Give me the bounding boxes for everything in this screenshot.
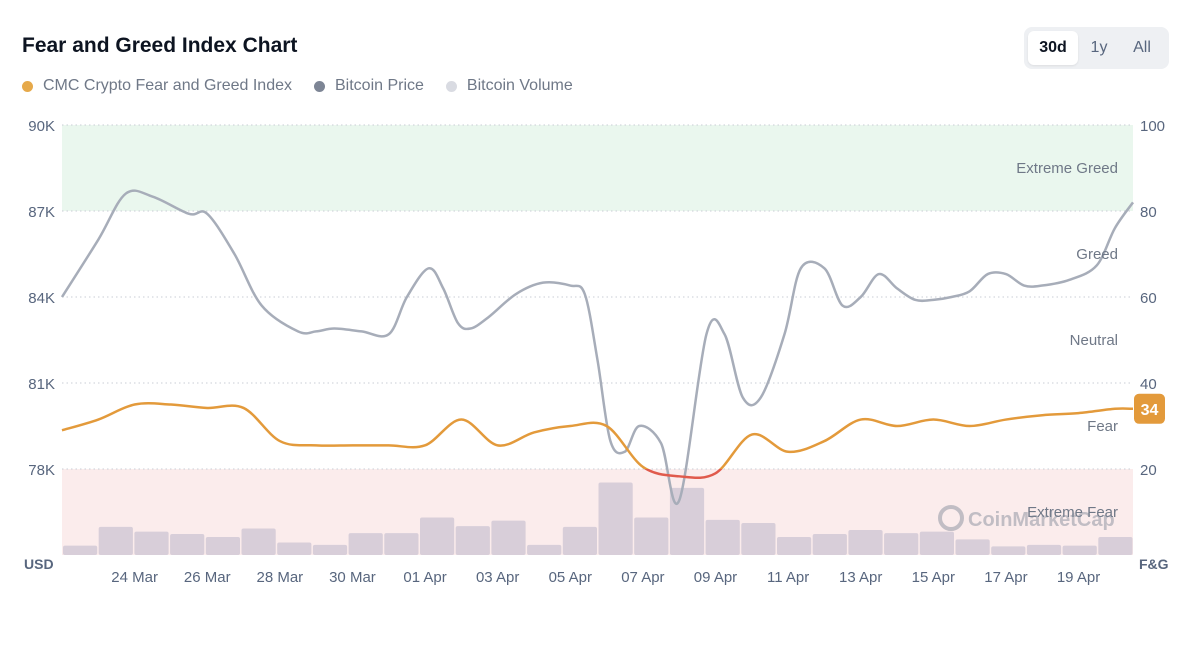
x-tick-label: 03 Apr xyxy=(476,569,519,586)
volume-bar xyxy=(63,545,98,555)
bitcoin-price-line xyxy=(60,189,1135,505)
x-tick-label: 24 Mar xyxy=(111,569,158,586)
zone-label: Extreme Greed xyxy=(1016,160,1118,177)
tab-30d[interactable]: 30d xyxy=(1028,31,1078,65)
volume-bar xyxy=(455,526,490,555)
current-value-text: 34 xyxy=(1141,402,1159,419)
zone-label: Fear xyxy=(1087,418,1118,435)
x-tick-label: 19 Apr xyxy=(1057,569,1100,586)
volume-bar xyxy=(277,542,312,555)
x-tick-label: 01 Apr xyxy=(403,569,446,586)
volume-bar xyxy=(955,539,990,555)
volume-bar xyxy=(598,482,633,555)
volume-bar xyxy=(241,528,276,555)
volume-bar xyxy=(170,533,205,555)
volume-bar xyxy=(848,530,883,555)
volume-bar xyxy=(312,544,348,555)
zone-label: Extreme Fear xyxy=(1027,504,1118,521)
volume-bar xyxy=(777,537,812,555)
fear-greed-line-extreme xyxy=(644,469,723,480)
volume-bar xyxy=(98,526,133,555)
volume-bar xyxy=(669,487,705,555)
volume-bar xyxy=(634,517,669,555)
volume-bar xyxy=(348,533,383,555)
volume-bar xyxy=(205,537,240,555)
volume-bar xyxy=(420,517,455,555)
volume-bar xyxy=(991,546,1026,555)
volume-bar xyxy=(1026,544,1062,555)
volume-bar xyxy=(705,519,740,555)
x-tick-label: 26 Mar xyxy=(184,569,231,586)
y-right-tick-label: 20 xyxy=(1140,462,1157,479)
x-tick-label: 13 Apr xyxy=(839,569,882,586)
volume-bar xyxy=(884,533,919,555)
x-tick-label: 09 Apr xyxy=(694,569,737,586)
volume-bar xyxy=(741,523,776,555)
tab-all[interactable]: All xyxy=(1133,39,1151,56)
y-left-tick-label: 90K xyxy=(28,118,55,135)
x-tick-label: 28 Mar xyxy=(256,569,303,586)
legend-item-fear-greed[interactable]: CMC Crypto Fear and Greed Index xyxy=(22,77,292,95)
volume-bar xyxy=(919,531,954,555)
y-left-axis-label: USD xyxy=(24,556,54,572)
volume-bar xyxy=(1062,545,1097,555)
zone-label: Neutral xyxy=(1070,332,1118,349)
volume-bar xyxy=(491,520,526,555)
x-tick-label: 11 Apr xyxy=(767,569,809,586)
legend-dot-icon xyxy=(445,80,457,92)
time-range-tabs: 30d 1y All xyxy=(1024,27,1169,69)
x-tick-label: 17 Apr xyxy=(984,569,1027,586)
watermark-text: CoinMarketCap xyxy=(968,509,1115,531)
fear-greed-line xyxy=(61,401,1134,469)
y-right-tick-label: 60 xyxy=(1140,290,1157,307)
volume-bar xyxy=(812,533,847,555)
y-left-tick-label: 78K xyxy=(28,462,55,479)
y-right-tick-label: 100 xyxy=(1140,118,1165,135)
page-title: Fear and Greed Index Chart xyxy=(22,34,298,57)
chart-legend: CMC Crypto Fear and Greed Index Bitcoin … xyxy=(22,77,573,95)
zone-extreme-greed xyxy=(62,125,1133,211)
current-value-badge xyxy=(1134,393,1165,424)
x-tick-label: 07 Apr xyxy=(621,569,664,586)
volume-bar xyxy=(1098,537,1133,555)
x-tick-label: 30 Mar xyxy=(329,569,376,586)
tab-1y[interactable]: 1y xyxy=(1090,39,1108,56)
legend-item-bitcoin-price[interactable]: Bitcoin Price xyxy=(314,77,424,95)
coinmarketcap-logo-icon xyxy=(938,505,964,531)
volume-bar xyxy=(562,526,597,555)
y-right-tick-label: 80 xyxy=(1140,204,1157,221)
watermark: CoinMarketCap xyxy=(938,505,1115,531)
legend-label: Bitcoin Volume xyxy=(466,77,573,94)
y-right-axis-label: F&G xyxy=(1139,556,1169,572)
legend-label: CMC Crypto Fear and Greed Index xyxy=(43,77,292,94)
legend-dot-icon xyxy=(22,80,33,92)
y-left-tick-label: 87K xyxy=(28,204,55,221)
zone-label: Greed xyxy=(1076,246,1118,263)
x-tick-label: 15 Apr xyxy=(912,569,955,586)
x-tick-label: 05 Apr xyxy=(549,569,592,586)
legend-label: Bitcoin Price xyxy=(335,77,424,94)
volume-bar xyxy=(527,544,562,555)
y-left-tick-label: 84K xyxy=(28,290,55,307)
volume-bar xyxy=(134,531,169,555)
legend-dot-icon xyxy=(314,80,325,92)
y-right-tick-label: 40 xyxy=(1140,376,1157,393)
y-left-tick-label: 81K xyxy=(28,376,55,393)
zone-extreme-fear xyxy=(62,469,1133,555)
legend-item-bitcoin-volume[interactable]: Bitcoin Volume xyxy=(445,77,573,95)
volume-bar xyxy=(384,533,419,555)
